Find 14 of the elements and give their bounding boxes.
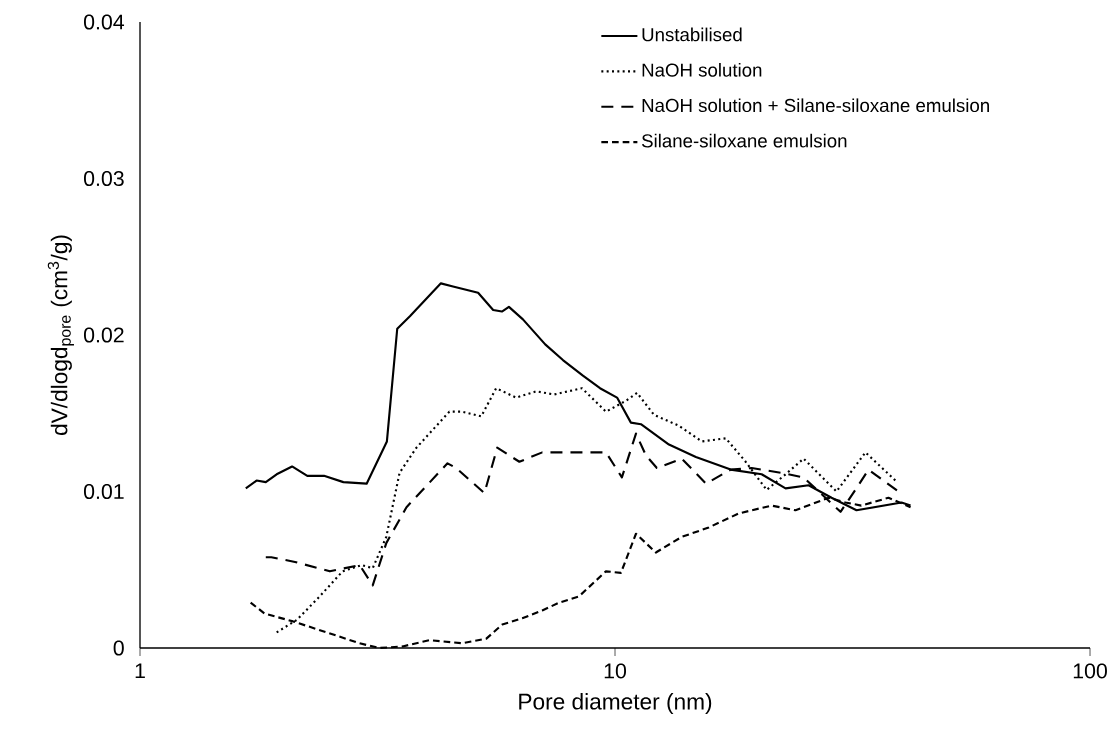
x-tick-label: 100 (1073, 663, 1107, 679)
y-tick-label: 0.01 (83, 483, 124, 500)
legend-label: NaOH solution (642, 62, 762, 77)
y-tick-label: 0.03 (83, 170, 124, 187)
x-tick-label: 1 (135, 663, 145, 679)
x-tick-label: 10 (604, 663, 627, 679)
legend-label: NaOH solution + Silane-siloxane emulsion (642, 98, 989, 113)
y-axis-title: dV/dlogd$_{pore}$ (cm$^{3}$/g) (47, 235, 74, 435)
x-axis-title: Pore diameter (nm) (519, 692, 712, 715)
legend-label: Unstabilised (642, 27, 742, 42)
y-tick-label: 0.02 (83, 327, 124, 343)
y-tick-label: 0 (113, 640, 124, 656)
y-tick-label: 0.04 (83, 14, 125, 30)
legend-label: Silane-siloxane emulsion (641, 133, 847, 148)
